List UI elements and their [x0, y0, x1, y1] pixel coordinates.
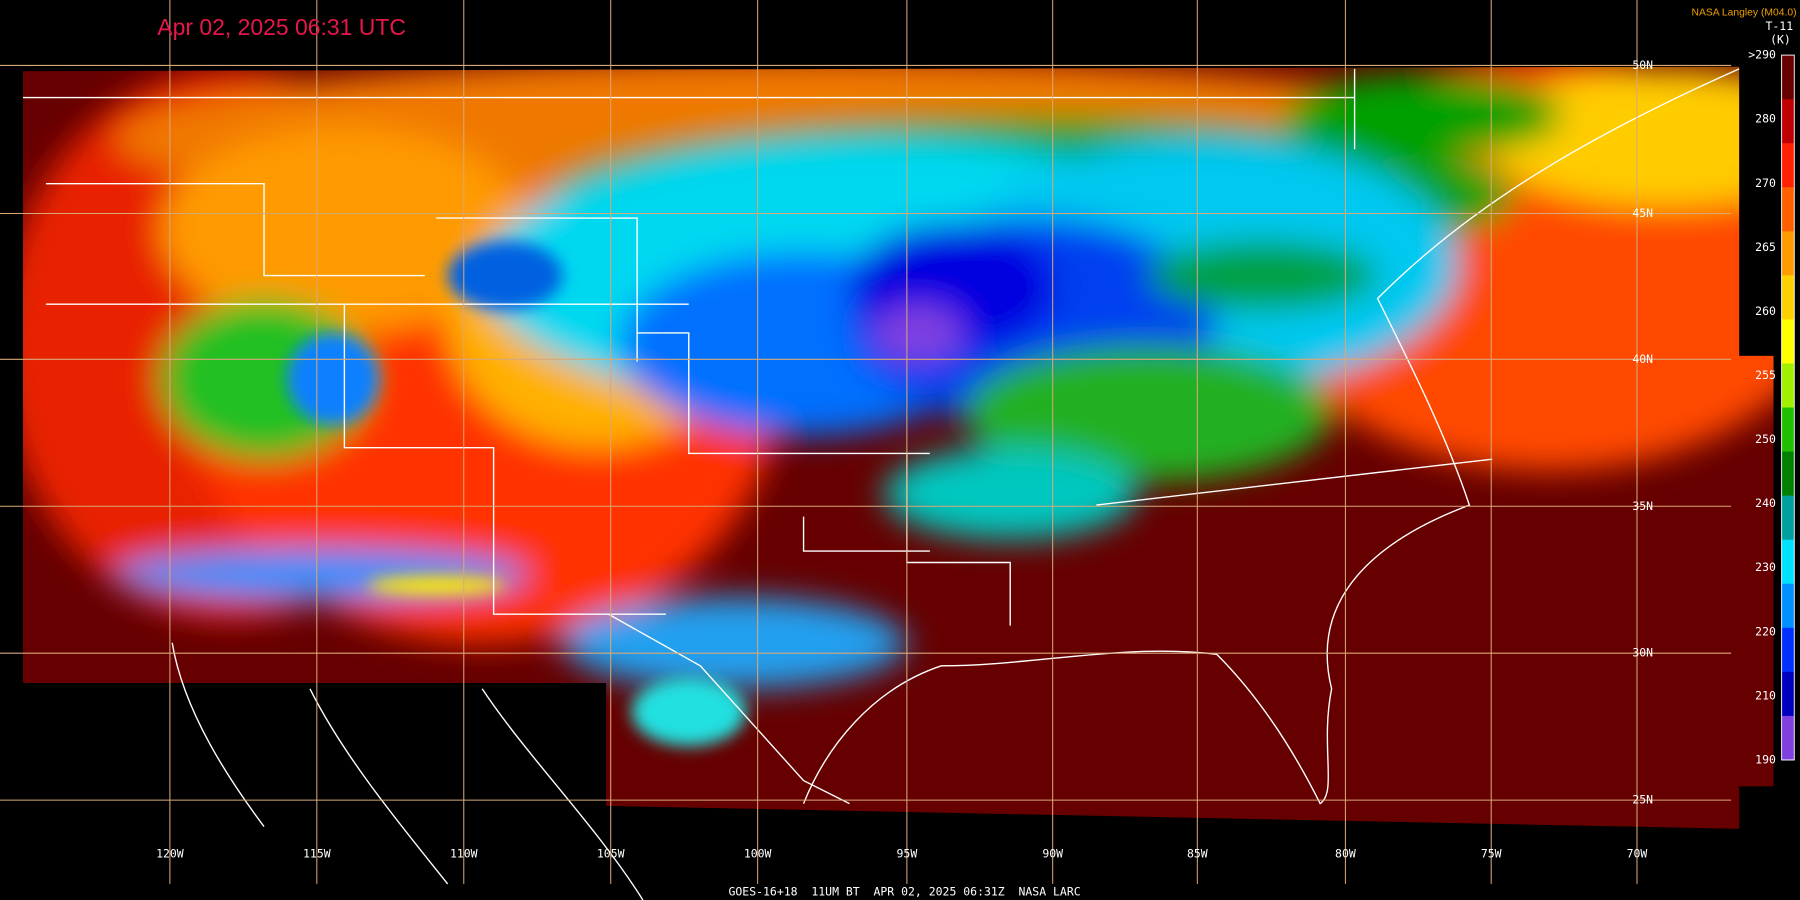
colorbar-swatch	[1781, 275, 1795, 320]
longitude-label: 110W	[450, 847, 478, 861]
colorbar-swatch	[1781, 451, 1795, 497]
colorbar-swatch	[1781, 715, 1795, 761]
longitude-label: 70W	[1627, 847, 1648, 861]
colorbar-swatch	[1781, 627, 1795, 673]
state-borders	[22, 68, 1740, 900]
colorbar-label: 220	[1755, 624, 1776, 638]
colorbar-label: 265	[1755, 240, 1776, 254]
mexico-coast	[171, 642, 644, 900]
colorbar-label: 270	[1755, 176, 1776, 190]
timestamp-title: Apr 02, 2025 06:31 UTC	[157, 14, 406, 40]
colorbar-swatch	[1781, 363, 1795, 409]
unit: (K)	[1770, 33, 1791, 47]
graticule: 120W 115W 110W 105W 100W 95W 90W 85W 80W 75W 70W 50…	[0, 0, 1732, 884]
longitude-label: 100W	[744, 847, 772, 861]
colorbar-frame	[1781, 54, 1795, 761]
colorbar-label: 230	[1755, 560, 1776, 574]
colorbar-label: 280	[1755, 112, 1776, 126]
cloud-detail	[286, 241, 747, 747]
longitude-label: 115W	[303, 847, 331, 861]
channel: T-11	[1765, 19, 1793, 33]
colorbar-swatch	[1781, 187, 1795, 232]
colorbar-label: 190	[1755, 752, 1776, 766]
colorbar-label: 255	[1755, 368, 1776, 382]
latitude-label: 50N	[1632, 58, 1653, 72]
longitude-label: 75W	[1481, 847, 1502, 861]
colorbar-swatch	[1781, 583, 1795, 629]
coastline	[802, 68, 1740, 805]
colorbar-swatch	[1781, 143, 1795, 188]
latitude-label: 35N	[1632, 499, 1653, 513]
colorbar-label: 260	[1755, 304, 1776, 318]
colorbar-swatch	[1781, 55, 1795, 100]
latitude-label: 25N	[1632, 793, 1653, 807]
border-lines	[22, 68, 1493, 805]
longitude-label: 85W	[1187, 847, 1208, 861]
colorbar-swatch	[1781, 99, 1795, 144]
colorbar-swatch	[1781, 407, 1795, 453]
colorbar-label: >290	[1748, 48, 1776, 62]
latitude-label: 30N	[1632, 646, 1653, 660]
colorbar-swatch	[1781, 495, 1795, 541]
colorbar-label: 210	[1755, 688, 1776, 702]
colorbar-swatch	[1781, 231, 1795, 276]
longitude-label: 120W	[156, 847, 184, 861]
longitude-label: 95W	[897, 847, 918, 861]
credit: NASA Langley (M04.0)	[1691, 7, 1796, 18]
colorbar-label: 240	[1755, 496, 1776, 510]
latitude-label: 40N	[1632, 352, 1653, 366]
longitude-label: 105W	[597, 847, 625, 861]
colorbar-swatch	[1781, 319, 1795, 365]
longitude-label: 80W	[1335, 847, 1356, 861]
colorbar: >290 280 270 265 260 255 250 240 230 220 210 190	[1748, 48, 1795, 766]
colorbar-swatch	[1781, 671, 1795, 717]
latitude-label: 45N	[1632, 206, 1653, 220]
footer: GOES-16+18 11UM BT APR 02, 2025 06:31Z N…	[729, 884, 1081, 898]
colorbar-swatch	[1781, 539, 1795, 585]
longitude-label: 90W	[1042, 847, 1063, 861]
colorbar-label: 250	[1755, 432, 1776, 446]
